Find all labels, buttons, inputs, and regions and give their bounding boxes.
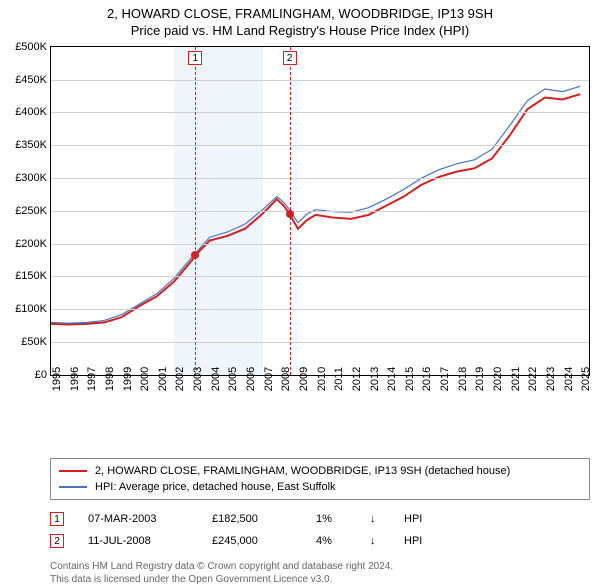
- x-axis-label: 2004: [210, 367, 222, 391]
- x-axis-label: 2009: [298, 367, 310, 391]
- x-axis-label: 2012: [351, 367, 363, 391]
- transaction-dot: [191, 251, 199, 259]
- gridline: [51, 244, 589, 245]
- transaction-row: 2 11-JUL-2008 £245,000 4% ↓ HPI: [50, 530, 590, 552]
- x-axis-label: 2017: [439, 367, 451, 391]
- x-axis-label: 1996: [69, 367, 81, 391]
- x-axis-label: 2003: [192, 367, 204, 391]
- y-axis-label: £250K: [15, 205, 47, 217]
- y-axis-label: £300K: [15, 172, 47, 184]
- gridline: [51, 276, 589, 277]
- x-axis-label: 2023: [545, 367, 557, 391]
- x-axis-label: 2013: [369, 367, 381, 391]
- x-axis-label: 1998: [104, 367, 116, 391]
- legend: 2, HOWARD CLOSE, FRAMLINGHAM, WOODBRIDGE…: [50, 458, 590, 500]
- transaction-date: 07-MAR-2003: [88, 513, 188, 525]
- x-axis-label: 2019: [474, 367, 486, 391]
- x-axis-label: 2011: [333, 367, 345, 391]
- x-axis-label: 2010: [316, 367, 328, 391]
- legend-row: 2, HOWARD CLOSE, FRAMLINGHAM, WOODBRIDGE…: [59, 463, 581, 479]
- gridline: [51, 342, 589, 343]
- y-axis-label: £500K: [15, 41, 47, 53]
- y-axis-label: £150K: [15, 270, 47, 282]
- attribution-line2: This data is licensed under the Open Gov…: [50, 573, 590, 586]
- x-axis-label: 2021: [510, 367, 522, 391]
- chart-area: £0£50K£100K£150K£200K£250K£300K£350K£400…: [50, 46, 590, 416]
- chart-titles: 2, HOWARD CLOSE, FRAMLINGHAM, WOODBRIDGE…: [0, 0, 600, 40]
- transaction-mark-box: 2: [50, 534, 64, 548]
- x-axis-label: 2018: [457, 367, 469, 391]
- x-axis-label: 2025: [580, 367, 592, 391]
- x-axis-label: 2001: [157, 367, 169, 391]
- legend-swatch: [59, 486, 87, 488]
- transaction-marker-line: [195, 47, 196, 375]
- transaction-vs: HPI: [404, 535, 422, 547]
- transaction-mark-box: 1: [50, 512, 64, 526]
- transaction-direction: ↓: [370, 535, 380, 547]
- gridline: [51, 145, 589, 146]
- x-axis-label: 2020: [492, 367, 504, 391]
- transaction-marker-box: 2: [283, 51, 297, 65]
- x-axis-label: 2007: [263, 367, 275, 391]
- x-axis-label: 1995: [51, 367, 63, 391]
- transaction-table: 1 07-MAR-2003 £182,500 1% ↓ HPI 2 11-JUL-2008 £2…: [50, 508, 590, 552]
- x-axis-label: 2014: [386, 367, 398, 391]
- y-axis-label: £200K: [15, 238, 47, 250]
- gridline: [51, 309, 589, 310]
- y-axis-label: £100K: [15, 303, 47, 315]
- x-axis-label: 2000: [139, 367, 151, 391]
- legend-label: HPI: Average price, detached house, East…: [95, 481, 336, 493]
- x-axis-label: 2005: [227, 367, 239, 391]
- legend-label: 2, HOWARD CLOSE, FRAMLINGHAM, WOODBRIDGE…: [95, 465, 510, 477]
- transaction-price: £245,000: [212, 535, 292, 547]
- x-axis-label: 1999: [122, 367, 134, 391]
- transaction-pct: 1%: [316, 513, 346, 525]
- x-axis-label: 1997: [86, 367, 98, 391]
- x-axis-label: 2016: [421, 367, 433, 391]
- x-axis-label: 2006: [245, 367, 257, 391]
- transaction-price: £182,500: [212, 513, 292, 525]
- y-axis-label: £400K: [15, 106, 47, 118]
- gridline: [51, 178, 589, 179]
- x-axis-label: 2002: [174, 367, 186, 391]
- legend-swatch: [59, 470, 87, 472]
- legend-row: HPI: Average price, detached house, East…: [59, 479, 581, 495]
- y-axis-label: £350K: [15, 139, 47, 151]
- transaction-marker-box: 1: [188, 51, 202, 65]
- title-address: 2, HOWARD CLOSE, FRAMLINGHAM, WOODBRIDGE…: [0, 6, 600, 23]
- transaction-direction: ↓: [370, 513, 380, 525]
- transaction-dot: [286, 210, 294, 218]
- transaction-vs: HPI: [404, 513, 422, 525]
- y-axis-label: £0: [35, 369, 47, 381]
- x-axis-label: 2024: [563, 367, 575, 391]
- title-subtitle: Price paid vs. HM Land Registry's House …: [0, 23, 600, 40]
- y-axis-label: £450K: [15, 74, 47, 86]
- attribution: Contains HM Land Registry data © Crown c…: [50, 560, 590, 586]
- gridline: [51, 112, 589, 113]
- gridline: [51, 80, 589, 81]
- transaction-row: 1 07-MAR-2003 £182,500 1% ↓ HPI: [50, 508, 590, 530]
- series-line: [51, 86, 580, 323]
- transaction-date: 11-JUL-2008: [88, 535, 188, 547]
- attribution-line1: Contains HM Land Registry data © Crown c…: [50, 560, 590, 573]
- plot-region: £0£50K£100K£150K£200K£250K£300K£350K£400…: [50, 46, 590, 376]
- transaction-pct: 4%: [316, 535, 346, 547]
- x-axis-label: 2015: [404, 367, 416, 391]
- x-axis-label: 2022: [527, 367, 539, 391]
- gridline: [51, 211, 589, 212]
- house-price-chart: 2, HOWARD CLOSE, FRAMLINGHAM, WOODBRIDGE…: [0, 0, 600, 560]
- y-axis-label: £50K: [21, 336, 47, 348]
